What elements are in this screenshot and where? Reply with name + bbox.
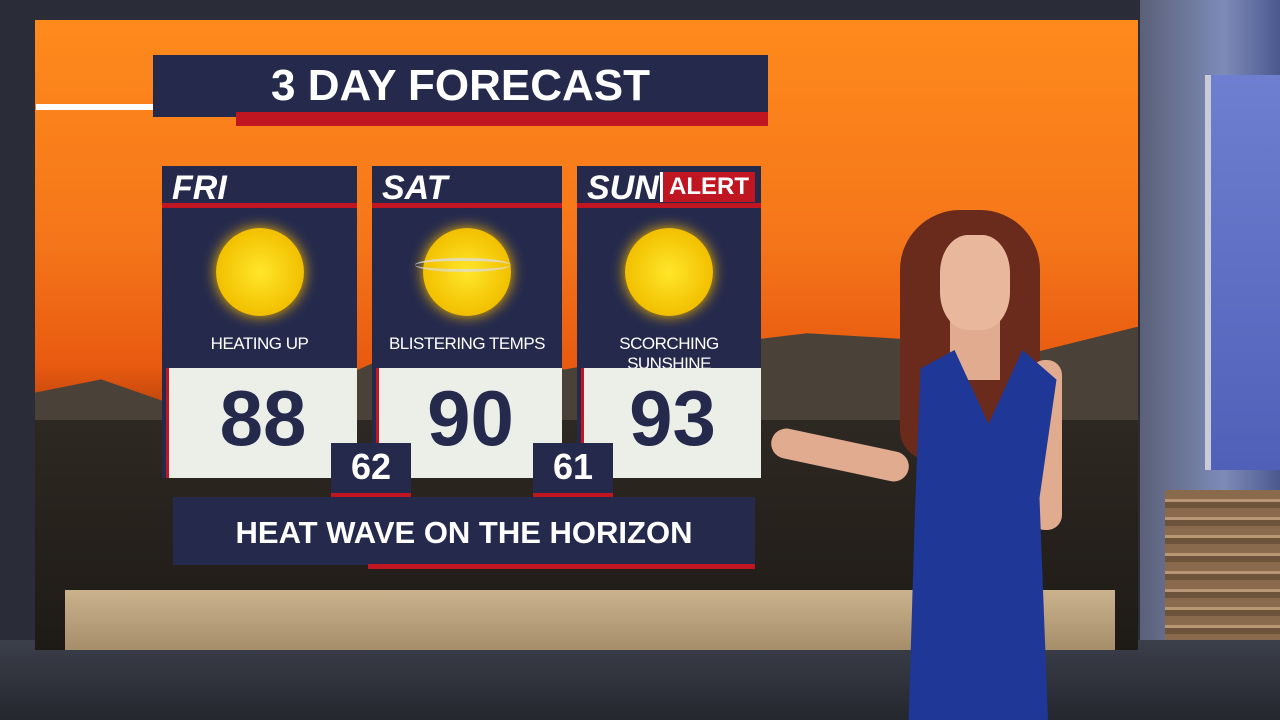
condition-text: BLISTERING TEMPS bbox=[388, 334, 546, 353]
day-card-fri: FRI HEATING UP 88 bbox=[162, 166, 357, 478]
wood-shelf bbox=[1165, 490, 1280, 640]
studio-window bbox=[1205, 75, 1280, 470]
day-label: FRI bbox=[162, 166, 357, 208]
presenter bbox=[768, 210, 1120, 720]
headline-banner: HEAT WAVE ON THE HORIZON bbox=[173, 497, 755, 565]
sun-icon bbox=[625, 228, 713, 316]
low-temp: 62 bbox=[331, 443, 411, 497]
day-name: SUN bbox=[587, 169, 659, 207]
day-label: SUN ALERT bbox=[577, 166, 761, 208]
low-temp: 61 bbox=[533, 443, 613, 497]
title-underline bbox=[236, 112, 768, 126]
studio-floor bbox=[0, 640, 1280, 720]
sun-icon bbox=[215, 228, 304, 316]
hazy-sun-icon bbox=[423, 228, 511, 316]
presenter-dress bbox=[908, 350, 1057, 720]
day-card-sat: SAT BLISTERING TEMPS 90 bbox=[372, 166, 562, 478]
day-label: SAT bbox=[372, 166, 562, 208]
high-temp: 90 bbox=[376, 368, 562, 478]
day-card-sun: SUN ALERT SCORCHING SUNSHINE 93 bbox=[577, 166, 761, 478]
haze-icon bbox=[415, 258, 511, 272]
forecast-title: 3 DAY FORECAST bbox=[153, 55, 768, 117]
banner-underline bbox=[368, 564, 755, 569]
presenter-face bbox=[940, 235, 1010, 330]
high-temp: 88 bbox=[166, 368, 357, 478]
alert-badge: ALERT bbox=[660, 172, 755, 202]
condition-text: HEATING UP bbox=[210, 334, 309, 353]
accent-line bbox=[36, 104, 236, 110]
